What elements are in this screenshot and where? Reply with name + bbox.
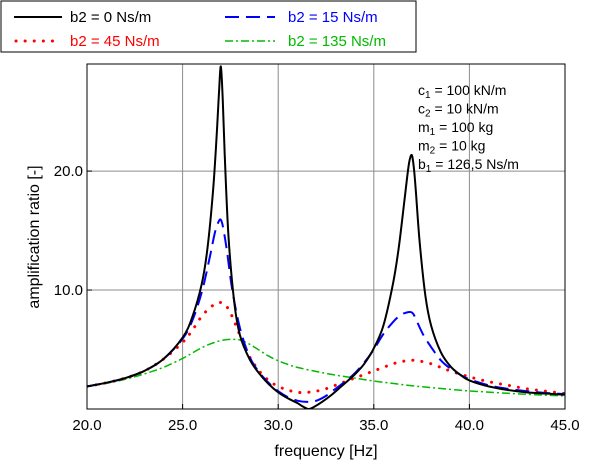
annotation-line: m1 = 100 kg bbox=[418, 119, 493, 138]
x-axis-ticks: 20.0 25.0 30.0 35.0 40.0 45.0 bbox=[72, 404, 580, 434]
annotation-line: b1 = 126,5 Ns/m bbox=[418, 156, 519, 175]
legend-label-3: b2 = 135 Ns/m bbox=[288, 33, 386, 50]
plot-background bbox=[87, 64, 565, 409]
x-tick-label: 30.0 bbox=[264, 417, 293, 434]
y-axis-ticks: 10.0 20.0 bbox=[54, 163, 92, 299]
legend-label-1: b2 = 15 Ns/m bbox=[288, 9, 378, 26]
x-tick-label: 20.0 bbox=[72, 417, 101, 434]
grid bbox=[87, 64, 565, 409]
legend-entry-1: b2 = 15 Ns/m bbox=[225, 9, 378, 26]
x-tick-label: 35.0 bbox=[359, 417, 388, 434]
x-tick-label: 40.0 bbox=[455, 417, 484, 434]
annotation-line: c2 = 10 kN/m bbox=[418, 101, 499, 120]
legend-entry-3: b2 = 135 Ns/m bbox=[225, 33, 386, 50]
legend-box bbox=[0, 0, 417, 53]
legend-entry-2: b2 = 45 Ns/m bbox=[14, 33, 160, 50]
series-line-3 bbox=[87, 338, 565, 397]
series-line-0 bbox=[87, 65, 565, 409]
legend-label-2: b2 = 45 Ns/m bbox=[70, 33, 160, 50]
series-layer bbox=[87, 65, 565, 409]
x-tick-label: 45.0 bbox=[550, 417, 579, 434]
y-tick-label: 10.0 bbox=[54, 282, 83, 299]
y-axis-label: amplification ratio [-] bbox=[26, 165, 43, 308]
x-tick-label: 25.0 bbox=[168, 417, 197, 434]
annotation-line: c1 = 100 kN/m bbox=[418, 82, 506, 101]
annotation-line: m2 = 10 kg bbox=[418, 138, 485, 157]
plot-area bbox=[86, 63, 566, 410]
legend-label-0: b2 = 0 Ns/m bbox=[70, 9, 151, 26]
series-line-1 bbox=[87, 218, 565, 403]
legend-entry-0: b2 = 0 Ns/m bbox=[14, 9, 151, 26]
legend: b2 = 0 Ns/m b2 = 15 Ns/m b2 = 45 Ns/m b2… bbox=[0, 0, 417, 53]
x-axis-label: frequency [Hz] bbox=[274, 443, 377, 460]
y-tick-label: 20.0 bbox=[54, 163, 83, 180]
plot-frame bbox=[86, 63, 566, 410]
